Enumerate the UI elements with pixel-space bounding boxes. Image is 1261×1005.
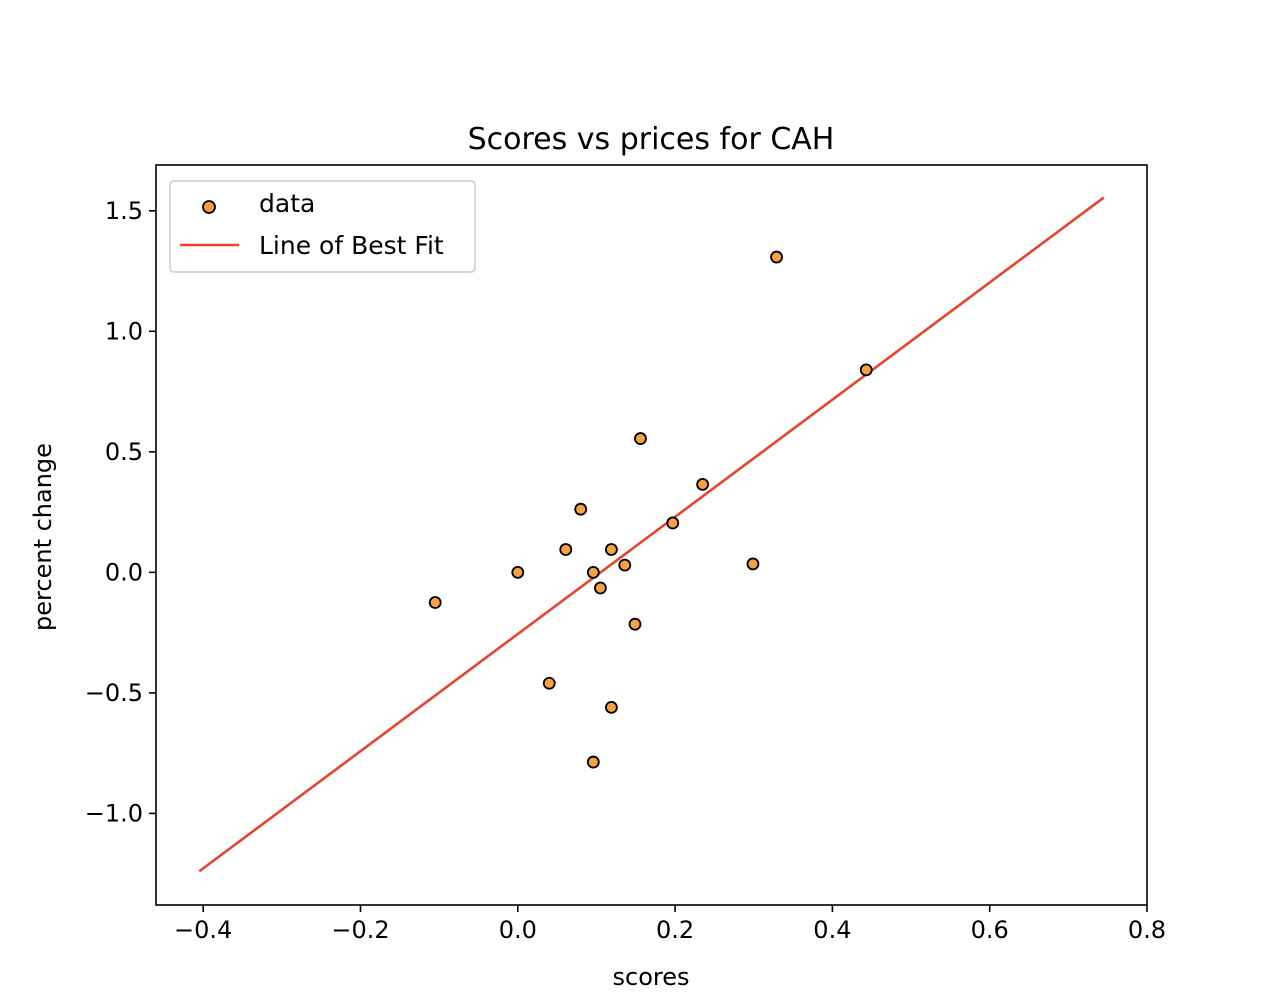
y-axis-label: percent change [29, 443, 57, 631]
x-tick-label: 0.2 [656, 916, 694, 944]
x-tick-label: −0.4 [174, 916, 232, 944]
x-tick-label: 0.0 [499, 916, 537, 944]
x-tick-label: 0.4 [813, 916, 851, 944]
data-point [593, 581, 607, 595]
x-axis-label: scores [613, 963, 690, 991]
legend: data Line of Best Fit [169, 180, 476, 273]
data-point [586, 755, 600, 769]
x-tick-label: −0.2 [331, 916, 389, 944]
legend-label-line-of-best-fit: Line of Best Fit [259, 231, 444, 260]
data-point [604, 543, 618, 556]
data-point [604, 700, 618, 714]
plot-frame [155, 164, 1148, 906]
data-point [559, 543, 573, 556]
data-point [666, 516, 680, 530]
data-point [634, 432, 647, 445]
y-tick-label: 0.0 [105, 558, 143, 586]
data-point [696, 477, 710, 491]
x-tick-label: 0.8 [1128, 916, 1166, 944]
legend-marker-data [202, 200, 216, 214]
data-point [542, 676, 556, 690]
y-tick-label: −1.0 [85, 799, 143, 827]
data-point [428, 596, 442, 609]
chart-title: Scores vs prices for CAH [468, 122, 835, 157]
best-fit-line [198, 196, 1105, 873]
data-point [628, 617, 642, 631]
x-tick-label: 0.6 [971, 916, 1009, 944]
y-tick-label: 1.5 [105, 197, 143, 225]
data-point [511, 565, 525, 579]
data-point [746, 557, 760, 571]
y-axis-ticks: −1.0 −0.5 0.0 0.5 1.0 1.5 [85, 197, 156, 827]
x-axis-ticks: −0.4 −0.2 0.0 0.2 0.4 0.6 0.8 [174, 905, 1166, 944]
data-point [574, 502, 588, 516]
y-tick-label: 0.5 [105, 438, 143, 466]
data-point [586, 565, 600, 579]
data-point [618, 558, 632, 572]
data-point [770, 250, 783, 264]
legend-label-data: data [259, 189, 315, 218]
y-tick-label: 1.0 [105, 317, 143, 345]
y-tick-label: −0.5 [85, 679, 143, 707]
series-layer [198, 196, 1105, 873]
legend-frame [169, 180, 476, 273]
data-point [859, 363, 873, 377]
